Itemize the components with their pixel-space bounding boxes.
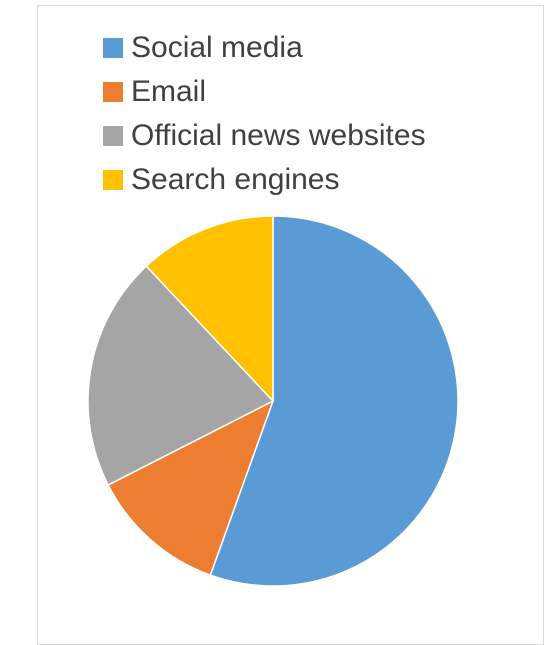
legend-item-official-news-websites: Official news websites: [103, 114, 426, 158]
pie-slice-social-media: [209, 215, 459, 587]
legend-swatch-official-news-websites: [103, 126, 123, 146]
legend-label-search-engines: Search engines: [131, 163, 340, 196]
legend-swatch-email: [103, 82, 123, 102]
pie-slices: [87, 215, 459, 587]
legend-label-social-media: Social media: [131, 31, 303, 64]
pie-chart: [87, 215, 459, 587]
legend-swatch-social-media: [103, 38, 123, 58]
legend-item-social-media: Social media: [103, 26, 426, 70]
legend-item-email: Email: [103, 70, 426, 114]
pie-slice-official-news-websites: [87, 265, 274, 486]
legend-label-email: Email: [131, 75, 207, 108]
legend-swatch-search-engines: [103, 170, 123, 190]
pie-slice-email: [107, 400, 274, 576]
legend: Social media Email Official news website…: [103, 26, 426, 202]
legend-label-official-news-websites: Official news websites: [131, 119, 426, 152]
legend-item-search-engines: Search engines: [103, 158, 426, 202]
pie-slice-search-engines: [145, 215, 274, 402]
